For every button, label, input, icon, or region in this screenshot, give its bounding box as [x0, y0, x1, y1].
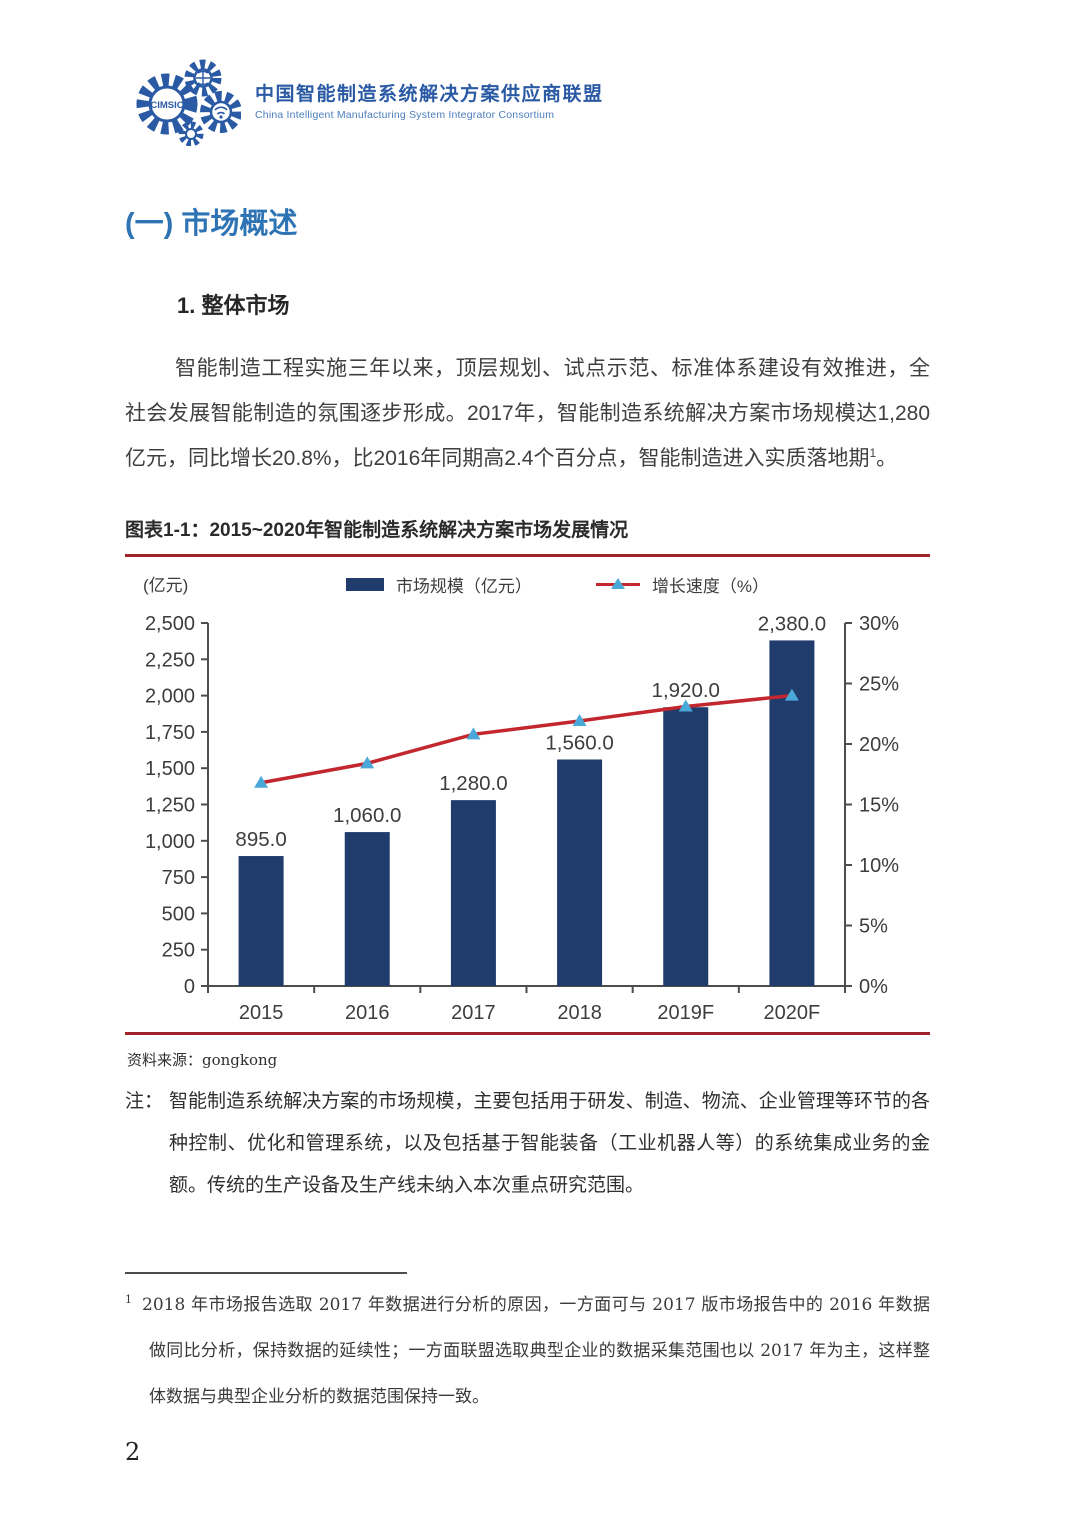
category-label-2015: 2015	[239, 1002, 283, 1024]
category-label-2016: 2016	[345, 1002, 390, 1024]
left-tick-label: 1,750	[145, 722, 195, 744]
left-tick-label: 0	[184, 976, 195, 998]
chart-legend: 市场规模（亿元） 增长速度（%）	[125, 563, 930, 605]
svg-text:CIMSIC: CIMSIC	[150, 100, 183, 111]
figure-rule-bottom	[125, 1032, 930, 1035]
bar-2018	[557, 759, 603, 986]
category-label-2018: 2018	[557, 1002, 602, 1024]
growth-marker-2017	[466, 727, 481, 740]
growth-marker-2019F	[678, 699, 693, 712]
left-tick-label: 2,500	[145, 613, 195, 635]
bar-label-2018: 1,560.0	[545, 731, 613, 754]
legend-bar-swatch-icon	[345, 577, 384, 591]
bar-2015	[238, 856, 284, 986]
figure-note: 注： 智能制造系统解决方案的市场规模，主要包括用于研发、制造、物流、企业管理等环…	[125, 1080, 930, 1206]
figure-note-text: 智能制造系统解决方案的市场规模，主要包括用于研发、制造、物流、企业管理等环节的各…	[169, 1090, 930, 1196]
legend-line-swatch-icon	[595, 577, 640, 591]
left-tick-label: 1,250	[145, 795, 195, 817]
intro-paragraph-text: 智能制造工程实施三年以来，顶层规划、试点示范、标准体系建设有效推进，全社会发展智…	[125, 357, 930, 470]
market-chart-svg: 0 250 500 750 1,000 1,250 1,500 1,750 2,000 2,250…	[145, 612, 899, 1024]
bar-2016	[344, 832, 390, 986]
left-tick-label: 500	[162, 903, 195, 925]
right-tick-label: 0%	[859, 976, 888, 998]
legend-item-growth: 增长速度（%）	[595, 572, 770, 597]
chart-unit-label: (亿元)	[143, 576, 189, 595]
category-label-2019F: 2019F	[657, 1002, 714, 1024]
category-label-2020F: 2020F	[764, 1002, 821, 1024]
chart-area: (亿元) 市场规模（亿元） 增长速度（%） 0 250 500 750 1,000 1,2…	[125, 563, 930, 1030]
left-tick-label: 2,250	[145, 649, 195, 671]
growth-marker-2020F	[784, 688, 799, 701]
bar-2017	[450, 800, 496, 986]
growth-marker-2016	[360, 756, 375, 769]
left-tick-label: 2,000	[145, 686, 195, 708]
logo-title-zh: 中国智能制造系统解决方案供应商联盟	[255, 84, 604, 105]
bar-label-2015: 895.0	[235, 828, 286, 851]
growth-line	[260, 693, 793, 785]
right-tick-label: 5%	[859, 916, 888, 938]
growth-marker-2015	[254, 775, 269, 788]
legend-triangle-icon	[610, 577, 625, 589]
section-subheading: 1. 整体市场	[177, 293, 290, 318]
right-tick-label: 25%	[859, 674, 899, 696]
page-number: 2	[125, 1438, 141, 1466]
intro-paragraph-period: 。	[876, 447, 898, 470]
growth-marker-2018	[572, 714, 587, 727]
footnote: 1 2018 年市场报告选取 2017 年数据进行分析的原因，一方面可与 2017…	[125, 1282, 930, 1420]
left-tick-label: 1,000	[145, 831, 195, 853]
left-tick-label: 1,500	[145, 758, 195, 780]
right-tick-label: 15%	[859, 795, 899, 817]
footnote-marker: 1	[125, 1293, 132, 1307]
intro-paragraph: 智能制造工程实施三年以来，顶层规划、试点示范、标准体系建设有效推进，全社会发展智…	[125, 346, 930, 481]
figure-rule-top	[125, 554, 930, 557]
right-tick-label: 10%	[859, 855, 899, 877]
section-heading: (一) 市场概述	[125, 208, 298, 240]
left-tick-label: 250	[162, 940, 195, 962]
legend-growth-label: 增长速度（%）	[651, 576, 770, 596]
bar-label-2019F: 1,920.0	[652, 679, 720, 702]
footnote-text: 2018 年市场报告选取 2017 年数据进行分析的原因，一方面可与 2017 …	[142, 1295, 930, 1407]
left-tick-label: 750	[162, 867, 195, 889]
legend-item-market-size: 市场规模（亿元）	[345, 572, 532, 597]
figure-note-label: 注：	[125, 1090, 164, 1112]
legend-market-size-label: 市场规模（亿元）	[395, 576, 532, 596]
category-label-2017: 2017	[451, 1002, 496, 1024]
right-tick-label: 20%	[859, 734, 899, 756]
header-logo: CIMSIC 中国智能制造系统解决方案供应商联盟 China Intellige…	[129, 56, 930, 146]
figure-caption: 图表1-1：2015~2020年智能制造系统解决方案市场发展情况	[125, 520, 629, 541]
bar-label-2020F: 2,380.0	[758, 612, 826, 635]
bar-label-2017: 1,280.0	[439, 772, 507, 795]
logo-text-block: 中国智能制造系统解决方案供应商联盟 China Intelligent Manu…	[255, 79, 604, 121]
footnote-separator	[125, 1272, 407, 1274]
cimsic-gears-icon: CIMSIC	[136, 59, 241, 146]
right-tick-label: 30%	[859, 613, 899, 635]
footnote-ref-sup: 1	[869, 446, 877, 460]
chart-header: (亿元) 市场规模（亿元） 增长速度（%）	[125, 563, 930, 605]
figure-source: 资料来源：gongkong	[127, 1051, 278, 1069]
bar-2019F	[663, 707, 709, 986]
bar-label-2016: 1,060.0	[333, 804, 401, 827]
logo-title-en: China Intelligent Manufacturing System I…	[255, 109, 555, 121]
